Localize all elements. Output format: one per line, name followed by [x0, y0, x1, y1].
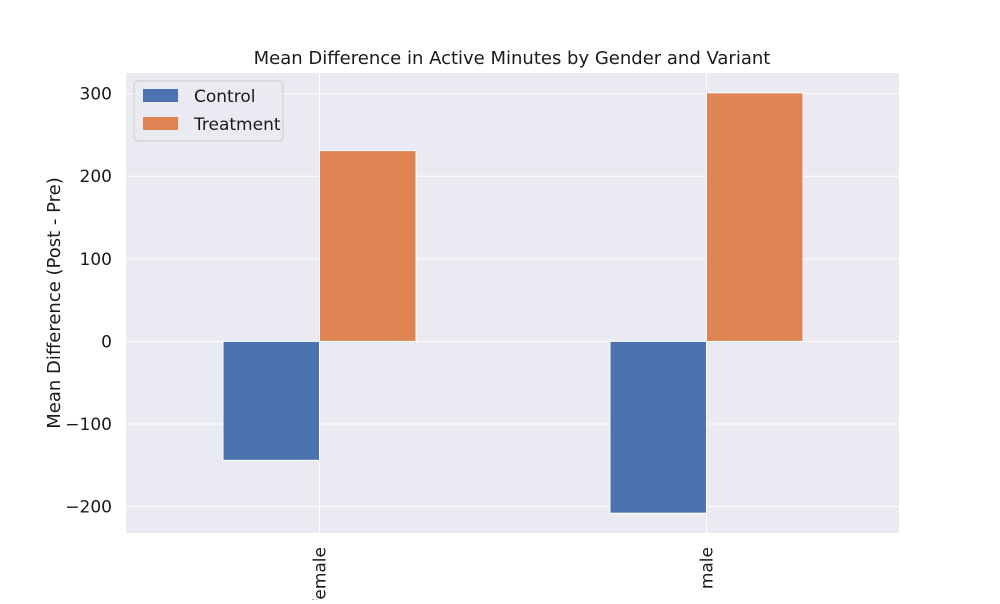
legend-label-control: Control [194, 87, 255, 107]
y-tick-label: −200 [65, 498, 112, 518]
y-tick-label: 0 [101, 332, 112, 352]
y-axis-ticks: −200 −100 0 100 200 300 [65, 85, 112, 518]
bar-treatment-female [319, 150, 417, 342]
x-tick-label: male [698, 547, 718, 589]
bars [222, 92, 804, 514]
x-axis-ticks: female male [311, 547, 718, 604]
bar-control-male [609, 340, 707, 514]
legend-swatch-treatment [143, 117, 178, 130]
legend: Control Treatment [133, 80, 284, 142]
legend-swatch-control [143, 89, 178, 102]
legend-label-treatment: Treatment [193, 115, 281, 135]
x-tick-label: female [311, 547, 331, 600]
bar-control-female [222, 340, 320, 461]
y-tick-label: 300 [80, 85, 112, 105]
y-axis-label: Mean Difference (Post - Pre) [44, 177, 65, 429]
y-tick-label: 200 [80, 167, 112, 187]
chart-title: Mean Difference in Active Minutes by Gen… [254, 48, 771, 69]
y-tick-label: −100 [65, 415, 112, 435]
y-tick-label: 100 [80, 250, 112, 270]
bar-treatment-male [706, 92, 804, 342]
